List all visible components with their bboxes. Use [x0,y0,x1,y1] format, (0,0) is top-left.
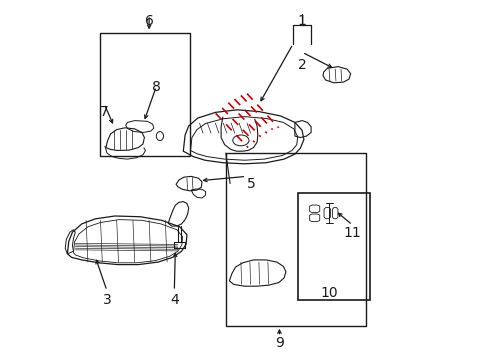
Text: 2: 2 [297,58,306,72]
Text: 1: 1 [297,14,306,28]
Text: 6: 6 [144,14,153,28]
Text: 7: 7 [100,105,108,118]
Text: 9: 9 [274,336,283,350]
Text: 5: 5 [247,177,256,191]
Text: 11: 11 [343,226,361,240]
Bar [225,153,366,326]
Bar [297,193,369,300]
Text: 3: 3 [102,293,111,306]
Text: 10: 10 [320,287,337,300]
Text: 4: 4 [169,293,178,306]
Bar [101,33,190,156]
Text: 8: 8 [152,80,161,94]
